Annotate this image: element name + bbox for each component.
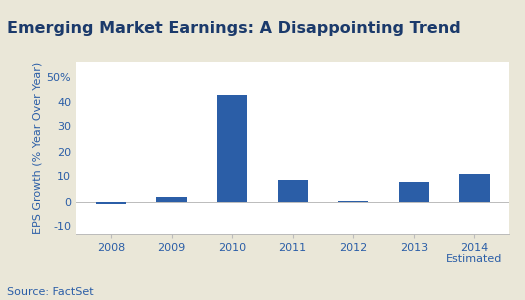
- Y-axis label: EPS Growth (% Year Over Year): EPS Growth (% Year Over Year): [33, 61, 43, 234]
- Bar: [278, 180, 308, 202]
- Text: Emerging Market Earnings: A Disappointing Trend: Emerging Market Earnings: A Disappointin…: [7, 21, 460, 36]
- Bar: [459, 174, 489, 202]
- Text: Source: FactSet: Source: FactSet: [7, 287, 93, 297]
- Bar: [96, 202, 126, 204]
- Bar: [217, 95, 247, 202]
- Bar: [398, 182, 429, 202]
- Bar: [338, 201, 369, 202]
- Bar: [156, 196, 187, 202]
